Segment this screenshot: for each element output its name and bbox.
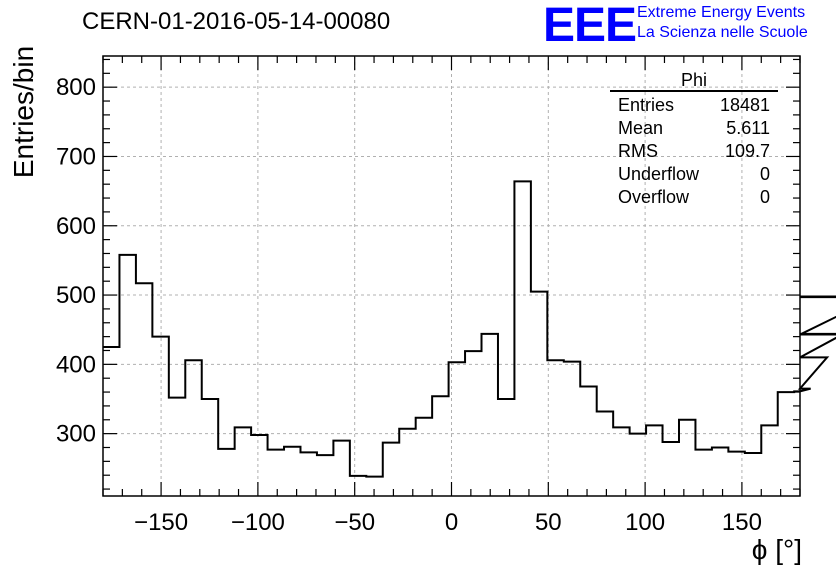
stats-divider xyxy=(610,90,778,92)
histogram-bin xyxy=(268,450,284,496)
y-tick-label: 800 xyxy=(56,74,96,101)
histogram-bin xyxy=(202,399,218,496)
x-axis-label: ϕ [°] xyxy=(751,534,802,565)
stats-label: Underflow xyxy=(618,164,700,184)
histogram-bin xyxy=(531,292,547,496)
y-tick-label: 400 xyxy=(56,351,96,378)
histogram-bin xyxy=(284,447,300,496)
y-tick-label: 600 xyxy=(56,213,96,240)
histogram-bin xyxy=(514,181,530,496)
x-tick-label: 150 xyxy=(722,509,762,536)
y-axis-label: Entries/bin xyxy=(8,45,39,179)
histogram-outline xyxy=(103,180,836,478)
histogram-bin xyxy=(251,435,267,496)
histogram-bin xyxy=(580,387,596,496)
histogram-bin xyxy=(416,418,432,496)
tick-labels: −150 −100 −50 0 50 100 150 300 400 500 600 700 800 xyxy=(56,74,762,536)
histogram-bin xyxy=(432,396,448,496)
stats-value: 0 xyxy=(759,187,770,207)
histogram-bin xyxy=(119,255,135,496)
histogram-bin xyxy=(317,455,333,496)
x-tick-label: 0 xyxy=(445,509,458,536)
stats-label: Overflow xyxy=(618,187,690,207)
histogram-bin xyxy=(103,347,119,496)
histogram-bin xyxy=(333,441,349,496)
x-tick-label: −50 xyxy=(334,509,375,536)
histogram-bin xyxy=(630,434,646,496)
logo-subtitle-line2: La Scienza nelle Scuole xyxy=(637,24,808,41)
histogram-bin xyxy=(663,442,679,496)
stats-row-underflow: Underflow 0 xyxy=(610,163,778,186)
histogram-bin xyxy=(679,420,695,496)
stats-value: 109.7 xyxy=(724,141,770,161)
y-tick-label: 300 xyxy=(56,421,96,448)
histogram-bin xyxy=(613,427,629,496)
eee-logo: EEE xyxy=(543,0,637,52)
stats-title: Phi xyxy=(680,70,707,90)
stats-value: 0 xyxy=(759,164,770,184)
histogram-bin xyxy=(185,360,201,496)
y-tick-label: 700 xyxy=(56,143,96,170)
stats-label: Entries xyxy=(618,95,675,115)
x-tick-label: −100 xyxy=(231,509,285,536)
histogram-bin xyxy=(465,351,481,496)
x-tick-label: −150 xyxy=(134,509,188,536)
x-tick-label: 100 xyxy=(625,509,665,536)
histogram-bin xyxy=(794,391,800,496)
histogram-bin xyxy=(498,399,514,496)
run-title: CERN-01-2016-05-14-00080 xyxy=(82,8,391,35)
histogram-bin xyxy=(745,453,761,496)
stats-row-mean: Mean 5.611 xyxy=(610,117,778,140)
stats-row-entries: Entries 18481 xyxy=(610,94,778,117)
histogram-bin xyxy=(383,443,399,496)
histogram-bin xyxy=(564,362,580,496)
histogram-bin xyxy=(646,425,662,496)
histogram-bin xyxy=(235,427,251,496)
histogram-bin xyxy=(218,449,234,496)
stats-label: Mean xyxy=(618,118,664,138)
stats-box: Phi Entries 18481 Mean 5.611 RMS 109.7 U… xyxy=(610,70,778,209)
histogram-bin xyxy=(399,429,415,496)
logo-subtitle-line1: Extreme Energy Events xyxy=(637,4,806,21)
histogram-bin xyxy=(547,360,563,496)
histogram-bin xyxy=(136,283,152,496)
histogram-bin xyxy=(597,411,613,496)
histogram-bin xyxy=(482,334,498,496)
histogram-bin xyxy=(300,452,316,496)
stats-row-rms: RMS 109.7 xyxy=(610,140,778,163)
stats-value: 18481 xyxy=(719,95,770,115)
histogram-bin xyxy=(169,398,185,496)
y-tick-label: 500 xyxy=(56,282,96,309)
axis-ticks xyxy=(102,56,801,496)
stats-label: RMS xyxy=(618,141,658,161)
stats-value: 5.611 xyxy=(726,118,770,138)
histogram-bin xyxy=(712,447,728,496)
histogram-bin xyxy=(350,476,366,496)
stats-row-overflow: Overflow 0 xyxy=(610,186,778,209)
histogram-bin xyxy=(778,392,794,496)
histogram-bin xyxy=(761,425,777,496)
x-tick-label: 50 xyxy=(535,509,562,536)
